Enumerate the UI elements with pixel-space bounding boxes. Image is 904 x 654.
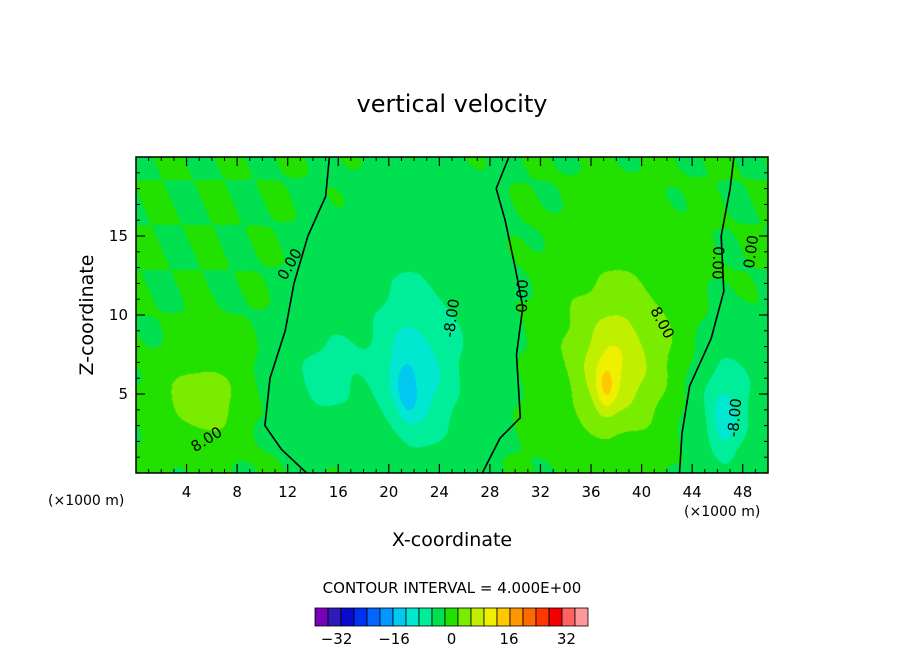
colorbar-swatch: [340, 607, 355, 627]
x-tick-label: 44: [683, 483, 702, 501]
colorbar-swatch: [535, 607, 550, 627]
x-tick-label: 28: [480, 483, 499, 501]
chart-title: vertical velocity: [357, 90, 548, 118]
colorbar-swatch: [314, 607, 329, 627]
colorbar-swatch: [353, 607, 368, 627]
x-unit-left: (×1000 m): [48, 493, 124, 509]
colorbar-tick-label: 16: [499, 630, 518, 648]
colorbar-swatch: [522, 607, 537, 627]
x-unit-right: (×1000 m): [684, 504, 760, 520]
x-axis-ticks: 4 8 12 16 20 24 28 32 36 40 44 48: [148, 157, 756, 501]
colorbar-swatch: [561, 607, 576, 627]
contour-label-6: 0.00: [740, 234, 762, 270]
x-tick-label: 40: [632, 483, 651, 501]
colorbar-swatch: [470, 607, 485, 627]
zero-contour-lines: [264, 157, 735, 473]
contour-label-5: 0.00: [708, 246, 727, 280]
colorbar-tick-label: −32: [321, 630, 353, 648]
y-tick-label: 15: [109, 227, 128, 245]
x-tick-label: 8: [232, 483, 242, 501]
y-axis-ticks: 5 10 15: [109, 172, 768, 458]
colorbar-swatch: [392, 607, 407, 627]
colorbar-swatch: [444, 607, 459, 627]
colorbar-swatch: [366, 607, 381, 627]
contour-field: [136, 157, 768, 473]
zero-line-1: [264, 157, 331, 473]
contour-fill: [136, 157, 768, 473]
colorbar-swatch: [483, 607, 498, 627]
colorbar-tick-labels: −32 −16 0 16 32: [321, 630, 576, 648]
x-axis-label: X-coordinate: [392, 529, 512, 551]
colorbar-swatch: [509, 607, 524, 627]
x-tick-label: 24: [430, 483, 449, 501]
colorbar: [314, 607, 589, 627]
x-tick-label: 20: [379, 483, 398, 501]
colorbar-swatch: [457, 607, 472, 627]
colorbar-swatch: [431, 607, 446, 627]
contour-label-2: -8.00: [440, 298, 463, 339]
colorbar-swatch: [496, 607, 511, 627]
x-tick-label: 48: [733, 483, 752, 501]
zero-line-3: [678, 157, 735, 473]
colorbar-swatch: [548, 607, 563, 627]
y-tick-label: 10: [109, 306, 128, 324]
colorbar-swatch: [379, 607, 394, 627]
colorbar-swatch: [405, 607, 420, 627]
x-tick-label: 4: [182, 483, 192, 501]
colorbar-swatch: [327, 607, 342, 627]
y-tick-label: 5: [118, 385, 128, 403]
colorbar-swatch: [574, 607, 589, 627]
contour-interval-label: CONTOUR INTERVAL = 4.000E+00: [323, 579, 582, 597]
contour-label-8: -8.00: [724, 398, 745, 438]
colorbar-tick-label: −16: [378, 630, 410, 648]
x-tick-label: 36: [581, 483, 600, 501]
x-tick-label: 12: [278, 483, 297, 501]
colorbar-swatch: [418, 607, 433, 627]
y-axis-label: Z-coordinate: [76, 255, 98, 376]
contour-label-3: 0.00: [513, 279, 532, 313]
x-tick-label: 16: [329, 483, 348, 501]
colorbar-tick-label: 0: [447, 630, 457, 648]
x-tick-label: 32: [531, 483, 550, 501]
zero-line-2: [481, 157, 524, 473]
colorbar-tick-label: 32: [557, 630, 576, 648]
